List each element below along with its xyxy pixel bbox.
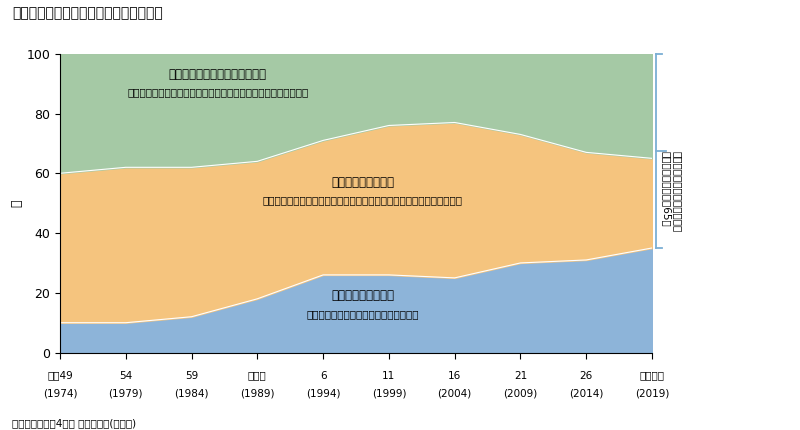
Text: 適正又は低・未利用状態の資源: 適正又は低・未利用状態の資源 xyxy=(169,68,267,81)
Text: 59: 59 xyxy=(185,371,198,381)
Text: (1984): (1984) xyxy=(174,388,209,399)
Text: (1989): (1989) xyxy=(240,388,274,399)
Text: (2019): (2019) xyxy=(635,388,669,399)
Text: 54: 54 xyxy=(119,371,133,381)
Text: 適正利用状態の資源: 適正利用状態の資源 xyxy=(331,176,394,189)
Text: （適正レベルよりも資源量が少ない。）: （適正レベルよりも資源量が少ない。） xyxy=(306,309,419,319)
Text: 【図表２：世界の海洋水産資源の動向】: 【図表２：世界の海洋水産資源の動向】 xyxy=(12,6,162,21)
Text: （資源量は適正レベルにあり、これ以上の生産量増大の余地がない。）: （資源量は適正レベルにあり、これ以上の生産量増大の余地がない。） xyxy=(262,195,462,205)
Text: 16: 16 xyxy=(448,371,462,381)
Text: (2009): (2009) xyxy=(503,388,538,399)
Text: 11: 11 xyxy=(382,371,395,381)
Text: 令和元年: 令和元年 xyxy=(639,371,665,381)
Text: （出所）「令和4年度 水産白書」(水産庁): （出所）「令和4年度 水産白書」(水産庁) xyxy=(12,418,136,428)
Text: (2004): (2004) xyxy=(438,388,472,399)
Y-axis label: ％: ％ xyxy=(10,200,24,207)
Text: 21: 21 xyxy=(514,371,527,381)
Text: (1974): (1974) xyxy=(42,388,78,399)
Text: 平成元: 平成元 xyxy=(248,371,266,381)
Text: 26: 26 xyxy=(579,371,593,381)
Text: (1994): (1994) xyxy=(306,388,340,399)
Text: 6: 6 xyxy=(320,371,326,381)
Text: (1979): (1979) xyxy=(109,388,143,399)
Text: (1999): (1999) xyxy=(372,388,406,399)
Text: 昭和49: 昭和49 xyxy=(47,371,73,381)
Text: (2014): (2014) xyxy=(569,388,603,399)
Text: 生物学的に持続可能なレベル
にある資源の割合：65％: 生物学的に持続可能なレベル にある資源の割合：65％ xyxy=(661,151,682,232)
Text: （適正レベルよりも資源量が多く、生産量増大の余地がある。）: （適正レベルよりも資源量が多く、生産量増大の余地がある。） xyxy=(127,88,309,98)
Text: 過剰利用状態の資源: 過剰利用状態の資源 xyxy=(331,289,394,302)
